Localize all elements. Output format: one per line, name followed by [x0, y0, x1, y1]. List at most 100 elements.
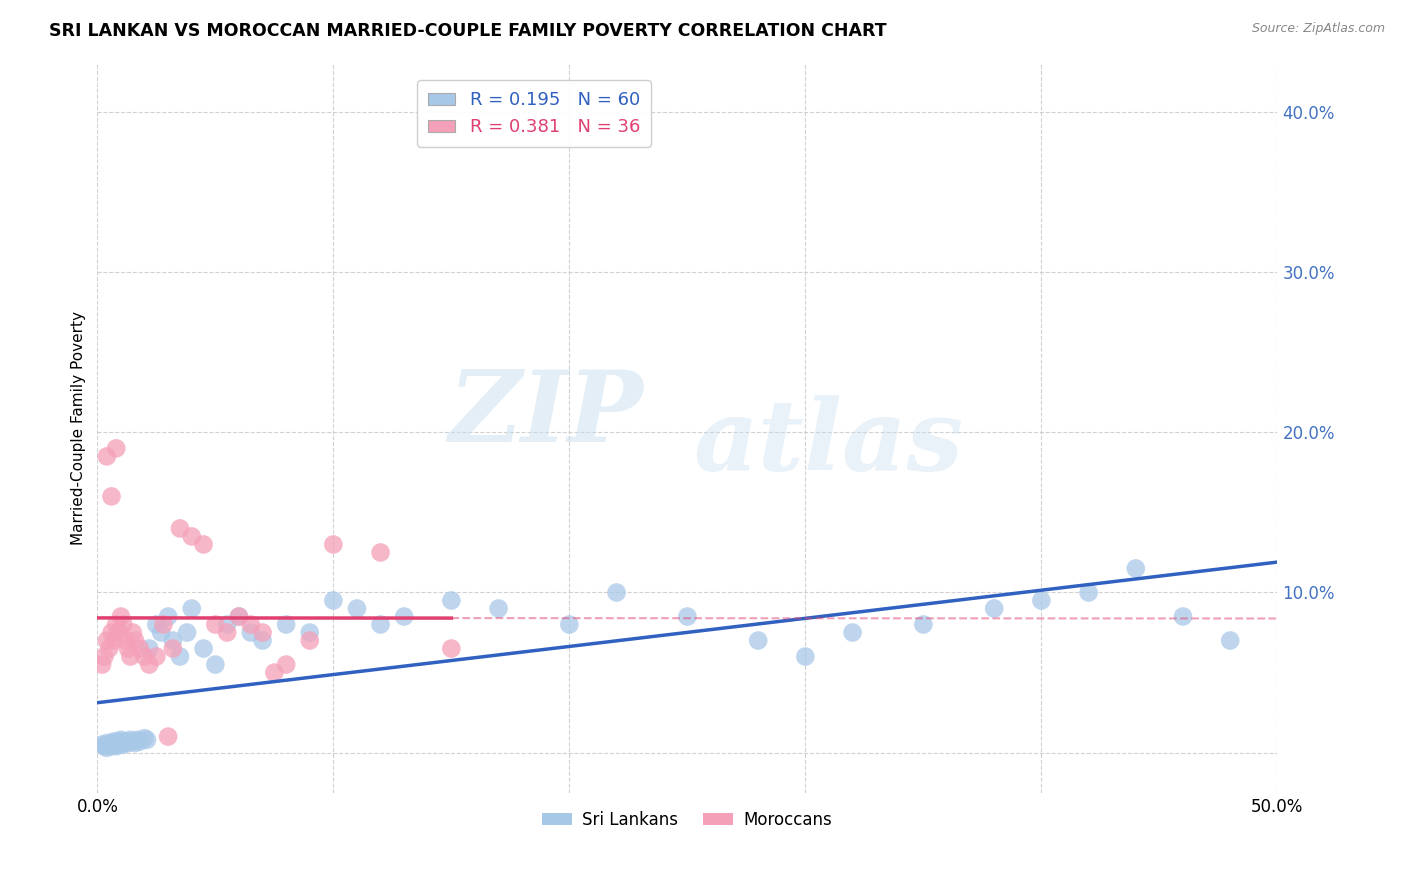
Point: [841, 625, 863, 640]
Point: [983, 601, 1005, 615]
Point: [157, 730, 180, 744]
Point: [117, 641, 139, 656]
Point: [440, 641, 463, 656]
Point: [100, 490, 122, 504]
Point: [747, 633, 769, 648]
Point: [150, 625, 173, 640]
Point: [96, 450, 118, 464]
Point: [558, 617, 581, 632]
Point: [98, 641, 121, 656]
Point: [120, 649, 142, 664]
Point: [228, 609, 250, 624]
Point: [606, 585, 628, 599]
Point: [105, 739, 128, 754]
Point: [794, 649, 817, 664]
Point: [204, 657, 226, 672]
Point: [91, 657, 114, 672]
Point: [1171, 609, 1194, 624]
Point: [346, 601, 368, 615]
Legend: Sri Lankans, Moroccans: Sri Lankans, Moroccans: [536, 804, 839, 835]
Point: [135, 732, 157, 747]
Point: [107, 734, 129, 748]
Text: atlas: atlas: [695, 394, 965, 491]
Point: [114, 633, 136, 648]
Point: [488, 601, 510, 615]
Point: [107, 625, 129, 640]
Point: [134, 649, 156, 664]
Point: [263, 665, 285, 680]
Point: [103, 734, 125, 748]
Point: [105, 617, 128, 632]
Point: [228, 609, 250, 624]
Point: [912, 617, 935, 632]
Point: [121, 734, 143, 748]
Point: [193, 537, 215, 551]
Point: [370, 545, 392, 559]
Point: [1077, 585, 1099, 599]
Point: [103, 633, 125, 648]
Point: [1031, 593, 1053, 607]
Point: [169, 521, 191, 535]
Point: [370, 617, 392, 632]
Point: [93, 649, 115, 664]
Point: [103, 738, 125, 752]
Point: [110, 736, 132, 750]
Point: [180, 529, 202, 543]
Point: [96, 633, 118, 648]
Point: [676, 609, 699, 624]
Point: [100, 625, 122, 640]
Point: [145, 617, 167, 632]
Text: ZIP: ZIP: [449, 366, 644, 462]
Point: [1125, 561, 1147, 575]
Point: [105, 442, 128, 456]
Point: [134, 731, 156, 746]
Point: [112, 738, 135, 752]
Point: [298, 625, 321, 640]
Point: [98, 738, 121, 752]
Point: [127, 732, 149, 747]
Point: [252, 625, 274, 640]
Point: [110, 609, 132, 624]
Point: [128, 734, 150, 748]
Point: [239, 625, 262, 640]
Point: [100, 736, 122, 750]
Text: SRI LANKAN VS MOROCCAN MARRIED-COUPLE FAMILY POVERTY CORRELATION CHART: SRI LANKAN VS MOROCCAN MARRIED-COUPLE FA…: [49, 22, 887, 40]
Point: [180, 601, 202, 615]
Point: [276, 617, 298, 632]
Point: [138, 657, 160, 672]
Point: [322, 593, 344, 607]
Point: [1219, 633, 1241, 648]
Point: [392, 609, 415, 624]
Point: [193, 641, 215, 656]
Point: [157, 609, 180, 624]
Point: [120, 732, 142, 747]
Point: [169, 649, 191, 664]
Point: [322, 537, 344, 551]
Point: [440, 593, 463, 607]
Point: [96, 736, 118, 750]
Point: [100, 739, 122, 754]
Point: [112, 617, 135, 632]
Point: [204, 617, 226, 632]
Point: [239, 617, 262, 632]
Point: [117, 736, 139, 750]
Point: [91, 738, 114, 752]
Point: [96, 740, 118, 755]
Point: [124, 633, 146, 648]
Point: [110, 732, 132, 747]
Point: [107, 738, 129, 752]
Y-axis label: Married-Couple Family Poverty: Married-Couple Family Poverty: [72, 311, 86, 545]
Point: [152, 617, 174, 632]
Point: [217, 625, 239, 640]
Point: [128, 641, 150, 656]
Point: [252, 633, 274, 648]
Point: [298, 633, 321, 648]
Point: [114, 734, 136, 748]
Point: [276, 657, 298, 672]
Point: [93, 739, 115, 754]
Point: [145, 649, 167, 664]
Point: [124, 736, 146, 750]
Point: [217, 617, 239, 632]
Point: [121, 625, 143, 640]
Point: [162, 633, 184, 648]
